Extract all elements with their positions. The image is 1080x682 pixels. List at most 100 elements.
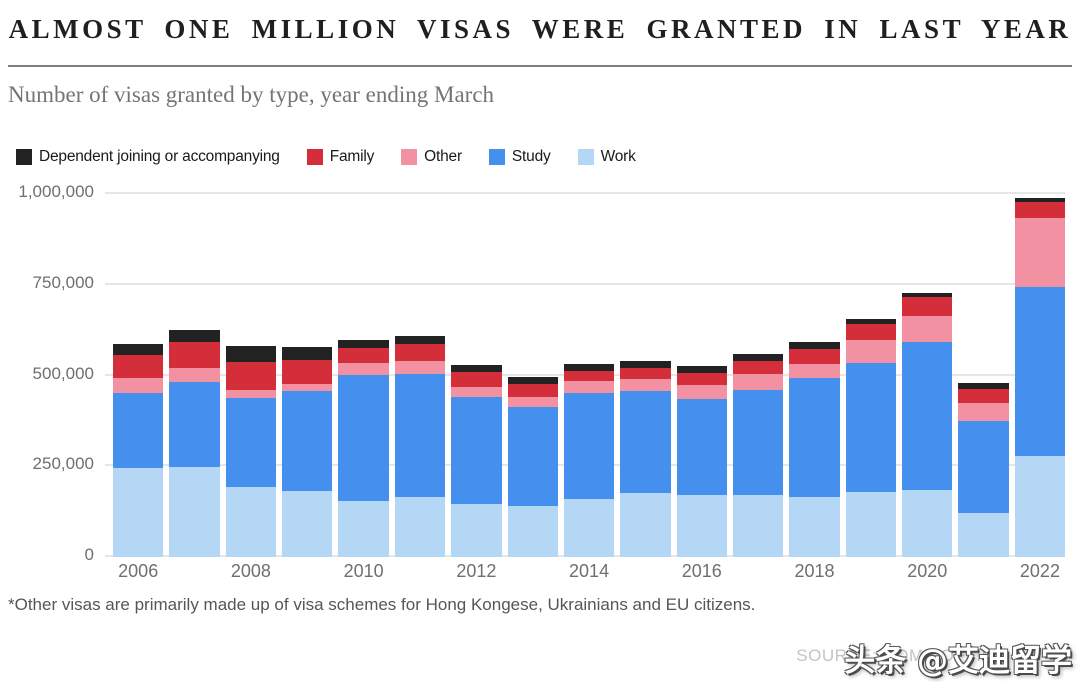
- bar-segment: [113, 354, 164, 379]
- bar-segment: [451, 397, 502, 504]
- bar-segment: [902, 293, 953, 298]
- bar-segment: [563, 370, 615, 382]
- source-credit: SOURCE: HOME OFFICE: [796, 646, 1006, 665]
- bar-segment: [789, 348, 840, 364]
- bar-segment: [394, 373, 446, 497]
- bar-segment: [902, 297, 953, 316]
- bar-segment: [225, 390, 277, 399]
- bar-2006: [113, 344, 164, 557]
- page-title: ALMOST ONE MILLION VISAS WERE GRANTED IN…: [8, 14, 1072, 44]
- x-axis-tick-label: 2018: [794, 561, 835, 581]
- bar-segment: [394, 360, 446, 374]
- x-axis-tick-label: 2020: [907, 561, 948, 581]
- bars-container: [105, 176, 1066, 557]
- chart-footnote: *Other visas are primarily made up of vi…: [8, 595, 756, 614]
- bar-segment: [1014, 217, 1066, 287]
- bar-segment: [507, 383, 558, 397]
- bar-segment: [563, 392, 615, 500]
- bar-segment: [732, 354, 784, 361]
- legend-item: Family: [306, 148, 374, 166]
- bar-segment: [958, 403, 1009, 421]
- bar-segment: [620, 367, 671, 380]
- bar-segment: [1014, 202, 1066, 218]
- bar-segment: [676, 399, 727, 496]
- bar-segment: [789, 342, 840, 349]
- bar-segment: [732, 495, 784, 557]
- bar-segment: [225, 346, 277, 363]
- bar-2015: [620, 361, 671, 557]
- bar-segment: [676, 373, 727, 386]
- bar-segment: [451, 365, 502, 372]
- gridline: [105, 282, 1065, 285]
- bar-segment: [732, 374, 784, 391]
- legend-swatch-icon: [488, 149, 505, 165]
- legend-item: Dependent joining or accompanying: [16, 148, 280, 166]
- bar-segment: [620, 379, 671, 392]
- gridline: [105, 192, 1065, 194]
- y-axis-tick-label: 750,000: [32, 272, 94, 292]
- legend-item: Other: [401, 148, 462, 166]
- x-axis-tick-label: [282, 561, 332, 582]
- bar-segment: [676, 385, 727, 400]
- bar-segment: [394, 343, 446, 361]
- bar-segment: [113, 468, 164, 557]
- bar-segment: [563, 499, 615, 557]
- y-axis-tick-label: 1,000,000: [18, 182, 94, 201]
- bar-segment: [113, 344, 164, 355]
- legend-swatch-icon: [16, 149, 32, 165]
- x-axis-tick-label: 2012: [456, 561, 497, 581]
- bar-segment: [282, 391, 333, 491]
- bar-segment: [789, 377, 840, 497]
- x-axis-tick-label: 2014: [569, 561, 610, 581]
- bar-segment: [845, 318, 897, 324]
- bar-segment: [1014, 197, 1066, 203]
- bar-2020: [902, 293, 953, 557]
- bar-segment: [676, 365, 727, 374]
- bar-segment: [958, 383, 1009, 390]
- legend-label: Dependent joining or accompanying: [39, 148, 280, 165]
- bar-2007: [169, 330, 220, 557]
- bar-segment: [282, 383, 333, 392]
- bar-2014: [563, 364, 615, 557]
- bar-segment: [845, 323, 897, 341]
- bar-2008: [225, 346, 277, 557]
- bar-segment: [282, 490, 333, 557]
- bar-segment: [113, 393, 164, 469]
- x-axis-tick-label: [508, 561, 558, 582]
- bar-segment: [563, 364, 615, 371]
- legend-label: Study: [511, 148, 551, 165]
- bar-2009: [282, 346, 333, 557]
- bar-segment: [507, 396, 558, 407]
- bar-segment: [902, 315, 953, 343]
- bar-segment: [507, 506, 558, 557]
- bar-segment: [789, 496, 840, 557]
- legend-label: Other: [424, 148, 462, 165]
- x-axis-tick-label: [395, 561, 445, 582]
- bar-segment: [225, 398, 277, 487]
- bar-segment: [451, 371, 502, 387]
- bar-segment: [789, 363, 840, 378]
- bar-segment: [507, 406, 558, 507]
- bar-segment: [169, 341, 220, 368]
- bar-segment: [902, 490, 953, 557]
- bar-2013: [507, 377, 558, 557]
- bar-segment: [169, 330, 220, 342]
- bar-segment: [169, 367, 220, 383]
- bar-segment: [676, 495, 727, 557]
- x-axis-tick-label: [169, 561, 219, 582]
- x-axis-tick-label: [733, 561, 783, 582]
- bar-segment: [845, 362, 897, 492]
- stacked-bar-plot: 0 250,000 500,000 750,000 1,000,000: [18, 176, 1066, 564]
- x-axis-tick-label: 2010: [343, 561, 384, 581]
- bar-2010: [338, 339, 389, 557]
- title-divider: [8, 65, 1072, 67]
- bar-2022: [1014, 197, 1066, 557]
- chart-subtitle: Number of visas granted by type, year en…: [8, 82, 495, 107]
- bar-segment: [1014, 456, 1066, 557]
- y-axis-tick-label: 250,000: [32, 454, 94, 474]
- bar-segment: [958, 389, 1009, 404]
- x-axis-labels: 2006 2008 2010 2012 2014 2016 2018 2020 2022: [105, 561, 1065, 582]
- bar-segment: [338, 339, 389, 348]
- bar-2017: [732, 354, 784, 557]
